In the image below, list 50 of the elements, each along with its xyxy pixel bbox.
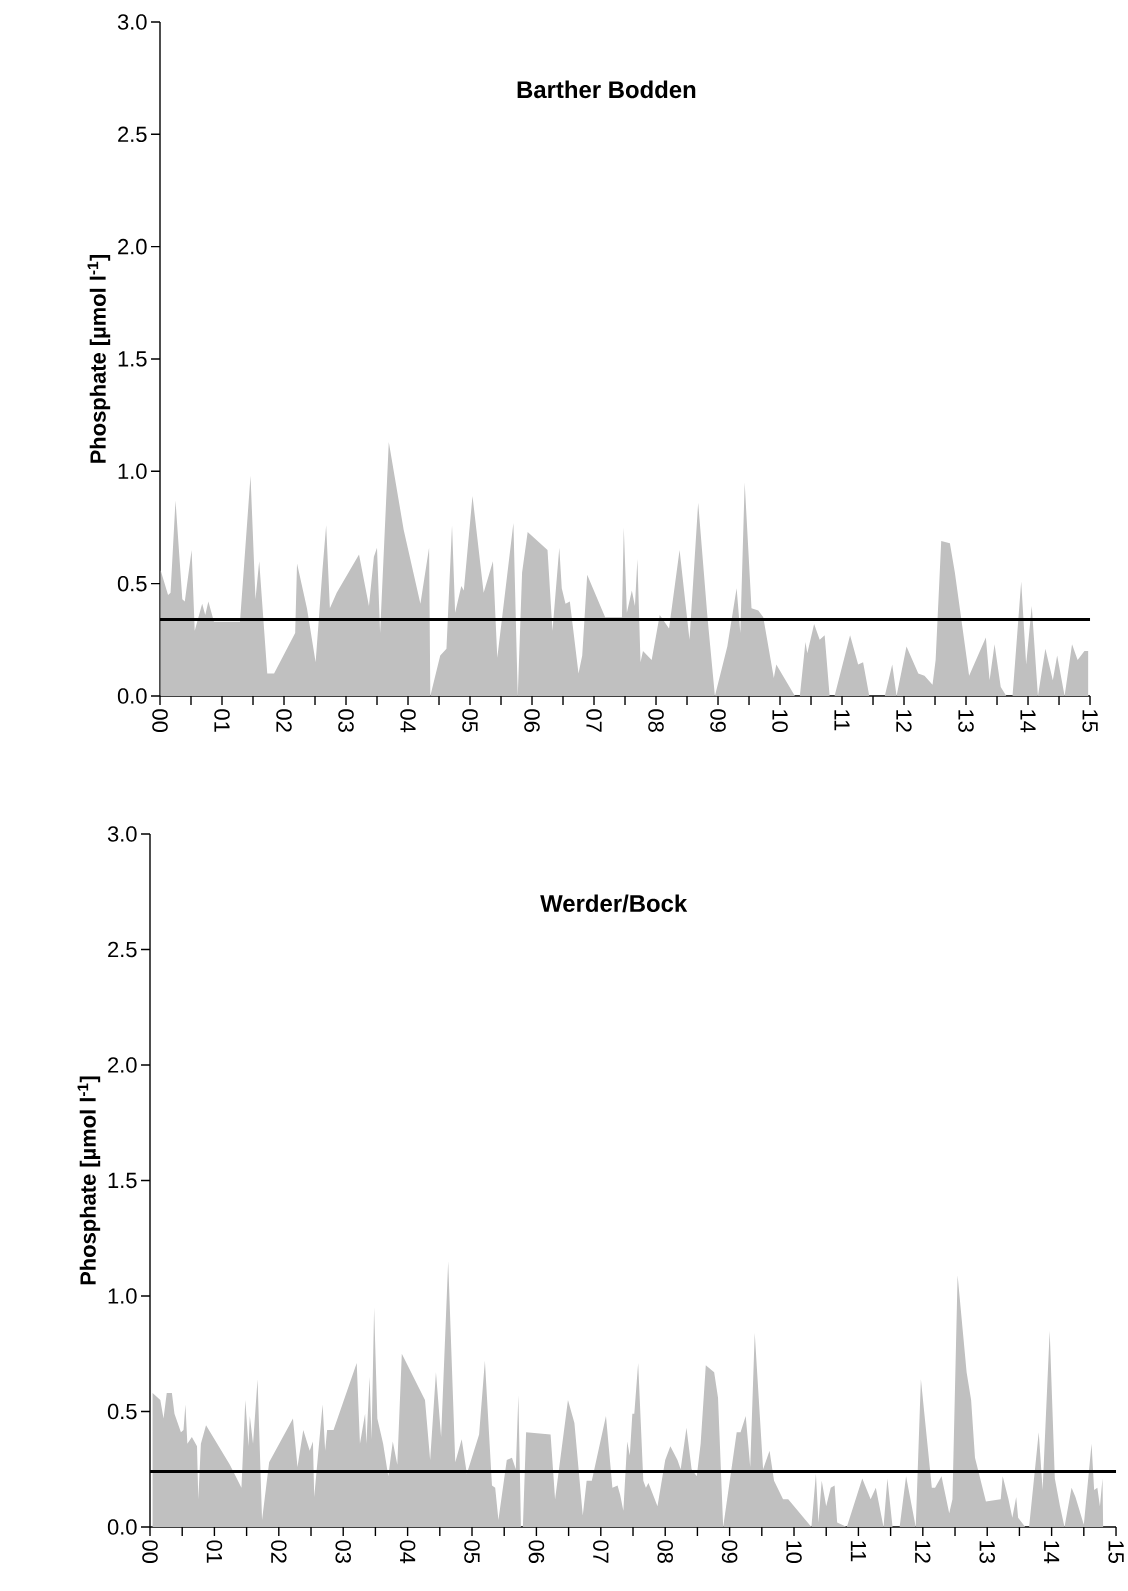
y-axis-title: Phosphate [µmol l$^{-1}$]: [87, 254, 111, 463]
x-tick-label: 06: [528, 1540, 545, 1563]
x-tick-label: 15: [1108, 1541, 1124, 1563]
text: Werder/Bock: [540, 894, 688, 913]
x-tick-label: 11: [834, 710, 850, 731]
y-tick-label: 0.0: [117, 688, 147, 704]
x-tick-label: 05: [462, 709, 478, 732]
y-tick-label: 2.0: [108, 1057, 137, 1073]
x-tick-label: 02: [271, 1540, 287, 1563]
x-tick-label: 07: [586, 709, 602, 732]
x-tick-label: 10: [786, 1541, 802, 1564]
x-tick-label: 13: [958, 710, 974, 732]
x-tick-label: 13: [979, 1541, 995, 1563]
x-tick-label: 09: [710, 709, 726, 732]
y-tick-label: 1.5: [108, 1172, 137, 1189]
y-tick-label: 3.0: [107, 826, 137, 842]
x-tick-label: 04: [399, 1540, 416, 1564]
x-tick-label: 15: [1082, 710, 1098, 732]
x-tick-label: 03: [338, 709, 354, 732]
x-tick-label: 01: [214, 709, 230, 732]
y-tick-label: 1.5: [118, 351, 147, 367]
x-tick-label: 02: [276, 709, 292, 732]
x-tick-label: 01: [206, 1540, 223, 1563]
y-tick-label: 0.5: [117, 575, 147, 592]
x-tick-label: 12: [915, 1541, 931, 1563]
x-tick-label: 03: [335, 1540, 351, 1563]
y-tick-label: 3.0: [117, 14, 147, 30]
x-tick-label: 07: [593, 1540, 609, 1563]
y-axis-title: Phosphate [µmol l$^{-1}$]: [77, 1076, 101, 1285]
x-tick-label: 12: [896, 710, 912, 732]
x-tick-label: 11: [850, 1541, 866, 1562]
y-tick-label: 1.0: [108, 1288, 137, 1304]
x-tick-label: 04: [400, 709, 416, 733]
text: Barther Bodden: [517, 80, 696, 99]
x-tick-label: 05: [464, 1540, 480, 1563]
y-tick-label: 0.5: [107, 1403, 137, 1420]
x-tick-label: 06: [524, 709, 540, 732]
x-tick-label: 10: [772, 710, 788, 733]
x-tick-label: 00: [142, 1540, 158, 1564]
x-tick-label: 00: [152, 709, 168, 733]
y-tick-label: 1.0: [118, 463, 147, 480]
x-tick-label: 09: [721, 1540, 738, 1563]
x-tick-label: 14: [1044, 1541, 1060, 1564]
y-tick-label: 2.0: [118, 238, 147, 255]
y-tick-label: 0.0: [107, 1519, 137, 1535]
x-tick-label: 08: [657, 1540, 673, 1563]
x-tick-label: 08: [648, 709, 664, 732]
x-tick-label: 14: [1020, 710, 1036, 733]
y-tick-label: 2.5: [108, 941, 137, 958]
y-tick-label: 2.5: [118, 126, 147, 143]
